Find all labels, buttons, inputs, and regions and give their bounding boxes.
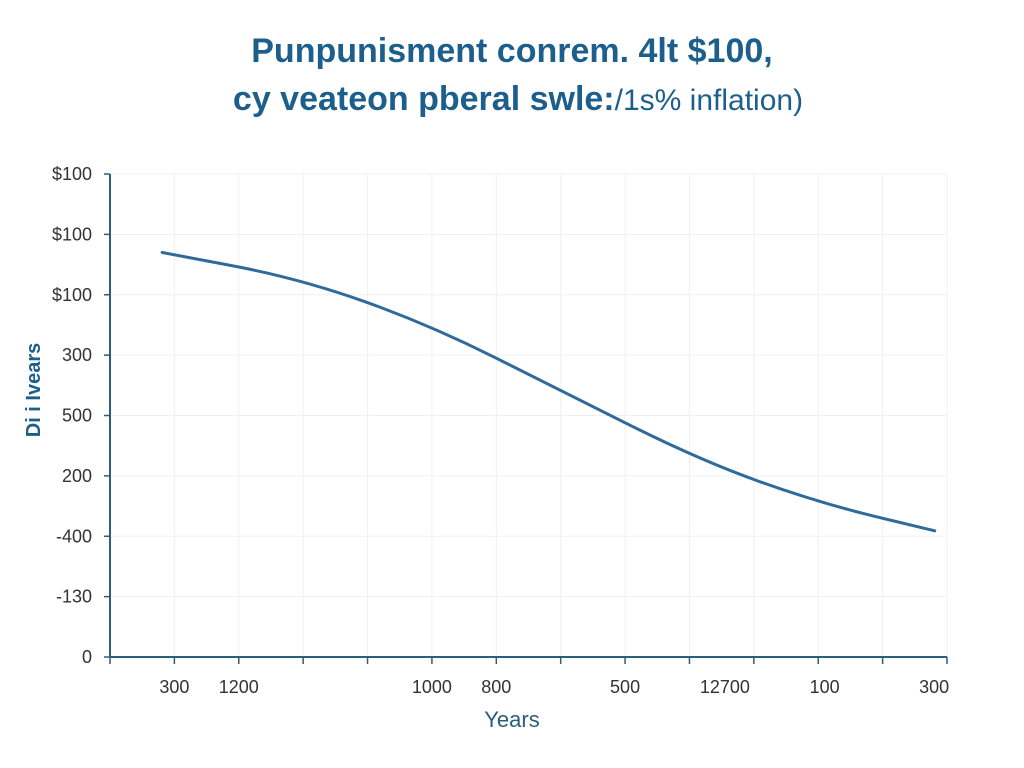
x-tick-label: 300 xyxy=(159,677,189,697)
chart-title-light: /1s% inflation) xyxy=(614,84,804,117)
y-tick-label: 0 xyxy=(82,647,92,667)
y-tick-label: -400 xyxy=(56,526,92,546)
y-axis-label: Di i Ivears xyxy=(23,343,45,438)
series-line xyxy=(160,250,937,533)
x-tick-label: 1000 xyxy=(412,677,452,697)
y-tick-label: $100 xyxy=(52,224,92,244)
y-tick-label: 300 xyxy=(62,345,92,365)
y-tick-label: 200 xyxy=(62,466,92,486)
y-tick-label: -130 xyxy=(56,587,92,607)
chart-title-line1: Punpunisment conrem. 4lt $100, xyxy=(251,32,773,70)
chart-title-line2: cy veateon pberal swle:/1s% inflation) xyxy=(6,80,1024,119)
y-tick-label: $100 xyxy=(52,164,92,184)
x-tick-label: 1200 xyxy=(219,677,259,697)
x-tick-label: 500 xyxy=(610,677,640,697)
x-tick-label: 800 xyxy=(481,677,511,697)
x-axis-label: Years xyxy=(484,707,539,732)
x-tick-label: 12700 xyxy=(700,677,750,697)
y-tick-label: 500 xyxy=(62,406,92,426)
chart-title-bold: cy veateon pberal swle: xyxy=(232,80,615,118)
x-tick-label: 300 xyxy=(919,677,949,697)
y-tick-label: $100 xyxy=(52,285,92,305)
x-tick-label: 100 xyxy=(810,677,840,697)
